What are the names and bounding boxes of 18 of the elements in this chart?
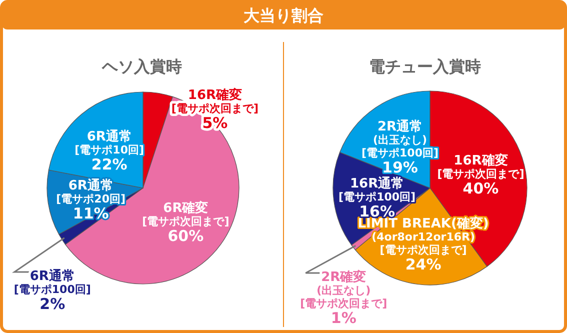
text: 大当り割合 xyxy=(244,6,324,25)
slice-label: 2R確変 (出玉なし) [電サポ次回まで] xyxy=(300,269,388,310)
slice-label: 16R確変 [電サポ次回まで] xyxy=(171,86,258,115)
data-label: 24% xyxy=(405,255,442,274)
slice-label: 6R通常 [電サポ100回] xyxy=(14,268,91,296)
data-label: 2% xyxy=(40,295,66,313)
data-label: 22% xyxy=(91,155,128,174)
slice-label: 6R通常 [電サポ20回] xyxy=(56,177,126,206)
slice-label: 16R確変 [電サポ次回まで] xyxy=(437,152,524,181)
chart-title: 電チュー入賞時 xyxy=(369,57,481,76)
slice-label: 6R確変 [電サポ次回まで] xyxy=(142,200,230,228)
data-label: 1% xyxy=(330,309,356,327)
data-label: 60% xyxy=(168,227,204,246)
data-label: 40% xyxy=(462,180,499,198)
chart-title: ヘソ入賞時 xyxy=(101,57,182,76)
slice-label: 16R通常 [電サポ100回] xyxy=(338,176,416,204)
data-label: 19% xyxy=(382,158,418,176)
data-label: 11% xyxy=(72,204,109,222)
